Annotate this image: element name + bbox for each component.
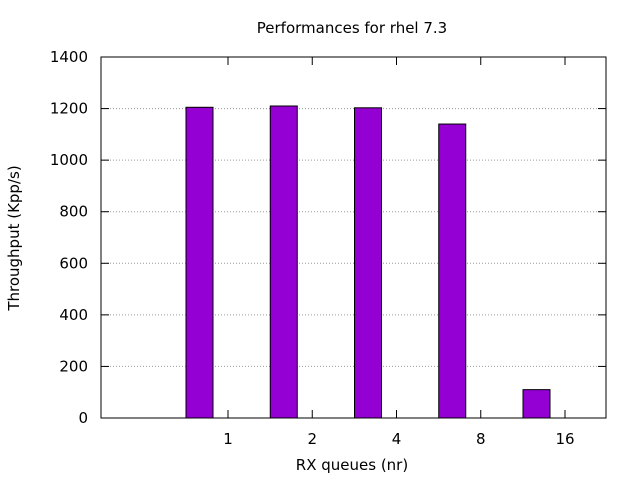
bar-4 (354, 107, 382, 419)
bar-1 (185, 106, 214, 419)
x-tick-label: 1 (223, 430, 233, 448)
y-axis: 0 200 400 600 800 1000 1200 1400 (50, 48, 606, 427)
x-tick-label: 2 (307, 430, 317, 448)
x-tick-label: 8 (476, 430, 486, 448)
y-tick-label: 1000 (50, 151, 88, 169)
plot-frame (100, 56, 607, 419)
y-tick-label: 1400 (50, 48, 88, 66)
chart-title: Performances for rhel 7.3 (257, 19, 447, 37)
y-tick-label: 400 (59, 306, 88, 324)
bar-2 (269, 105, 298, 419)
gridlines (101, 108, 606, 367)
x-axis: 1 2 4 8 16 (223, 57, 575, 448)
y-tick-label: 600 (59, 254, 88, 272)
y-axis-label: Throughput (Kpp/s) (5, 165, 23, 311)
bars (185, 105, 551, 419)
y-tick-label: 0 (78, 409, 88, 427)
x-tick-label: 16 (555, 430, 574, 448)
y-tick-label: 200 (59, 357, 88, 375)
x-axis-label: RX queues (nr) (296, 456, 408, 474)
x-tick-label: 4 (392, 430, 402, 448)
y-tick-label: 800 (59, 203, 88, 221)
bar-16 (522, 389, 551, 419)
y-tick-label: 1200 (50, 100, 88, 118)
bar-8 (438, 123, 467, 419)
